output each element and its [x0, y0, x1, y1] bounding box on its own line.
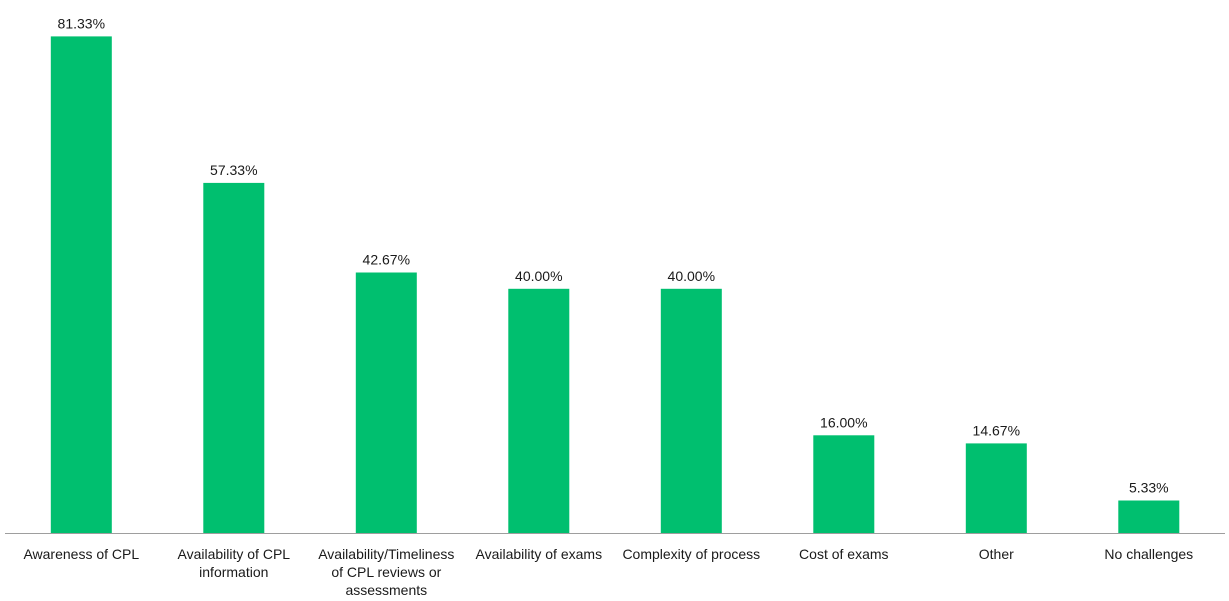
category-label-line: assessments: [345, 582, 427, 598]
category-label-line: Availability of exams: [476, 546, 603, 562]
category-label-line: of CPL reviews or: [331, 564, 441, 580]
category-label: Availability of CPL information: [178, 546, 291, 580]
data-label: 40.00%: [668, 268, 715, 284]
bar: [965, 443, 1027, 533]
category-label: No challenges: [1104, 546, 1193, 562]
category-label: Awareness of CPL: [23, 546, 139, 562]
category-label: Cost of exams: [799, 546, 888, 562]
category-label-line: No challenges: [1104, 546, 1193, 562]
data-label: 81.33%: [58, 15, 105, 31]
category-label: Other: [979, 546, 1014, 562]
category-label: Availability/Timeliness of CPL reviews or…: [318, 546, 454, 598]
data-label: 16.00%: [820, 414, 867, 430]
bar: [50, 36, 112, 534]
bar: [1118, 500, 1180, 533]
category-label-line: Availability of CPL: [178, 546, 291, 562]
category-label: Availability of exams: [476, 546, 603, 562]
data-label: 40.00%: [515, 268, 562, 284]
data-label: 57.33%: [210, 162, 257, 178]
bar: [508, 288, 570, 533]
bar: [355, 272, 417, 533]
category-label-line: Complexity of process: [622, 546, 760, 562]
bar: [813, 435, 875, 533]
bar: [203, 182, 265, 533]
value-labels-layer: 81.33% 57.33% 42.67% 40.00% 40.00% 16.00% 14.6…: [58, 15, 1169, 495]
category-label-line: Cost of exams: [799, 546, 888, 562]
category-label-line: Availability/Timeliness: [318, 546, 454, 562]
bar: [660, 288, 722, 533]
category-labels-layer: Awareness of CPL Availability of CPL infor…: [23, 546, 1193, 598]
data-label: 42.67%: [363, 252, 410, 268]
category-label-line: information: [199, 564, 268, 580]
data-label: 5.33%: [1129, 480, 1169, 496]
category-label-line: Awareness of CPL: [23, 546, 139, 562]
category-label: Complexity of process: [622, 546, 760, 562]
bars-layer: [50, 36, 1180, 534]
category-label-line: Other: [979, 546, 1014, 562]
data-label: 14.67%: [973, 422, 1020, 438]
